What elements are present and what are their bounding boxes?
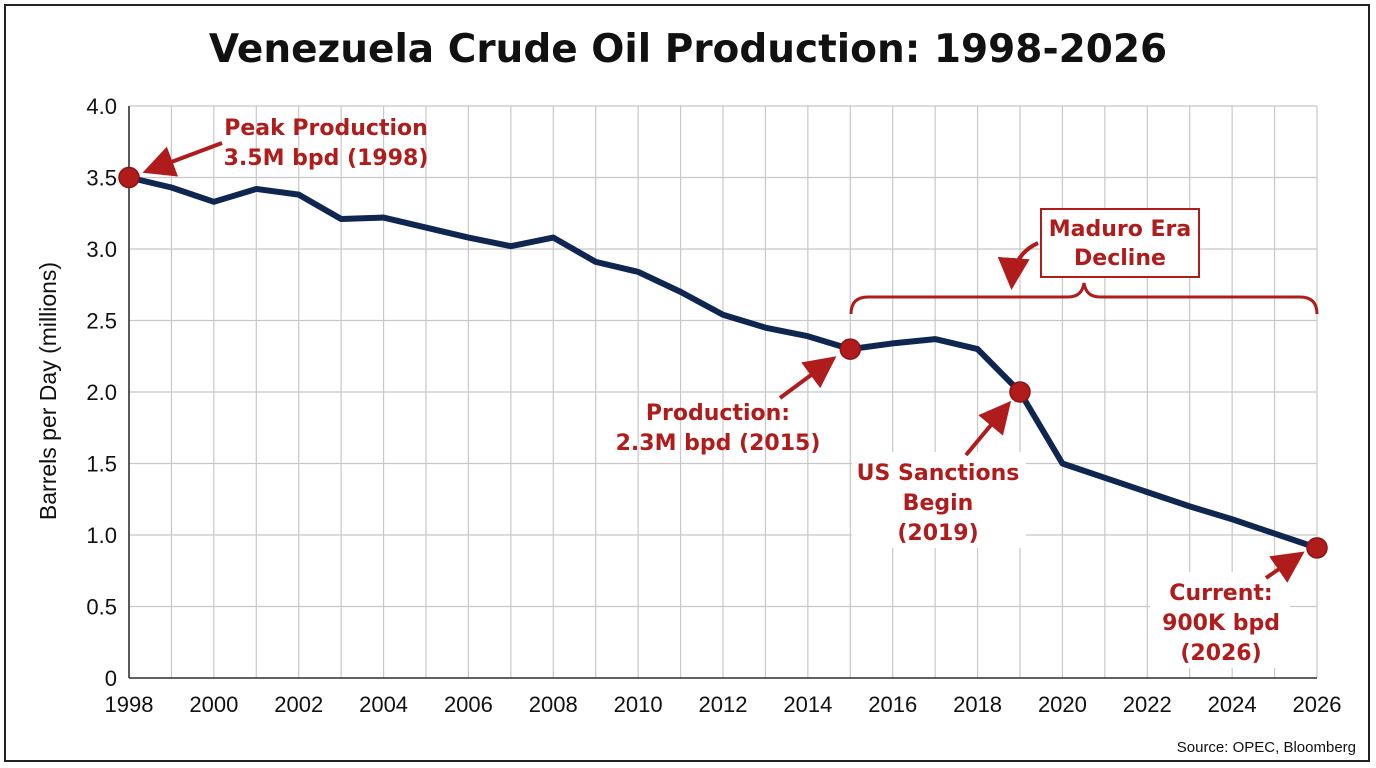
annotation-current-arrow bbox=[1264, 551, 1305, 583]
x-tick-label: 2016 bbox=[868, 692, 917, 717]
highlight-point bbox=[1306, 537, 1328, 559]
y-tick-label: 2.5 bbox=[86, 309, 117, 334]
y-tick-label: 0.5 bbox=[86, 595, 117, 620]
x-tick-label: 2026 bbox=[1293, 692, 1342, 717]
x-tick-label: 2008 bbox=[529, 692, 578, 717]
maduro-era-bracket bbox=[849, 282, 1319, 315]
annotation-current-line-3: (2026) bbox=[1180, 641, 1261, 666]
annotation-sanctions-arrow bbox=[964, 400, 1012, 457]
chart-title: Venezuela Crude Oil Production: 1998-202… bbox=[209, 27, 1167, 72]
x-tick-label: 2000 bbox=[189, 692, 238, 717]
x-tick-label: 2006 bbox=[444, 692, 493, 717]
annotation-maduro-era: Maduro Era Decline bbox=[849, 208, 1319, 315]
annotation-current-backdrop bbox=[1150, 572, 1290, 668]
y-tick-label: 0 bbox=[105, 666, 117, 691]
annotation-maduro-line-2: Decline bbox=[1074, 246, 1166, 271]
y-axis-label: Barrels per Day (millions) bbox=[35, 262, 61, 520]
y-tick-label: 1.0 bbox=[86, 523, 117, 548]
x-tick-label: 2002 bbox=[274, 692, 323, 717]
annotation-sanctions-backdrop bbox=[852, 452, 1026, 548]
annotation-maduro-line-1: Maduro Era bbox=[1049, 217, 1192, 242]
annotation-2015-line-1: Production: bbox=[646, 401, 790, 426]
annotation-2015-arrow bbox=[778, 356, 837, 400]
annotation-2015-line-2: 2.3M bpd (2015) bbox=[616, 431, 821, 456]
annotation-maduro-arrow bbox=[997, 241, 1039, 290]
highlight-point bbox=[839, 338, 862, 360]
series-group bbox=[118, 166, 1328, 559]
annotation-peak: Peak Production 3.5M bpd (1998) bbox=[142, 116, 429, 177]
x-tick-label: 1998 bbox=[105, 692, 154, 717]
annotation-sanctions-line-1: US Sanctions bbox=[857, 461, 1020, 486]
annotation-sanctions: US Sanctions Begin (2019) bbox=[852, 400, 1026, 548]
annotation-2015: Production: 2.3M bpd (2015) bbox=[616, 356, 837, 456]
y-tick-label: 2.0 bbox=[86, 380, 117, 405]
y-tick-label: 1.5 bbox=[86, 452, 117, 477]
maduro-era-box bbox=[1040, 208, 1200, 278]
y-tick-label: 4.0 bbox=[86, 94, 117, 119]
annotation-peak-arrow bbox=[142, 141, 223, 177]
annotation-current: Current: 900K bpd (2026) bbox=[1150, 551, 1305, 668]
annotation-sanctions-line-2: Begin bbox=[903, 491, 974, 516]
y-axis-ticks: 0 0.5 1.0 1.5 2.0 2.5 3.0 3.5 4.0 bbox=[86, 94, 117, 691]
x-tick-label: 2014 bbox=[783, 692, 832, 717]
highlight-point bbox=[118, 166, 140, 189]
x-tick-label: 2018 bbox=[953, 692, 1002, 717]
chart-frame bbox=[4, 4, 1370, 762]
x-tick-label: 2010 bbox=[614, 692, 663, 717]
annotation-current-line-2: 900K bpd bbox=[1162, 611, 1280, 636]
y-tick-label: 3.0 bbox=[86, 237, 117, 262]
series-line bbox=[126, 174, 1320, 551]
x-tick-label: 2024 bbox=[1208, 692, 1257, 717]
annotation-sanctions-line-3: (2019) bbox=[897, 521, 978, 546]
annotation-peak-line-2: 3.5M bpd (1998) bbox=[224, 146, 429, 171]
source-note: Source: OPEC, Bloomberg bbox=[1177, 739, 1356, 756]
y-tick-label: 3.5 bbox=[86, 166, 117, 191]
x-tick-label: 2022 bbox=[1123, 692, 1172, 717]
grid-lines bbox=[128, 105, 1318, 679]
annotation-peak-line-1: Peak Production bbox=[224, 116, 428, 141]
x-tick-label: 2004 bbox=[359, 692, 408, 717]
x-tick-label: 2020 bbox=[1038, 692, 1087, 717]
x-tick-label: 2012 bbox=[699, 692, 748, 717]
highlight-point bbox=[1009, 381, 1031, 403]
annotation-current-line-1: Current: bbox=[1169, 581, 1272, 606]
x-axis-ticks: 1998 2000 2002 2004 2006 2008 2010 2012 2014 2016… bbox=[105, 692, 1342, 717]
